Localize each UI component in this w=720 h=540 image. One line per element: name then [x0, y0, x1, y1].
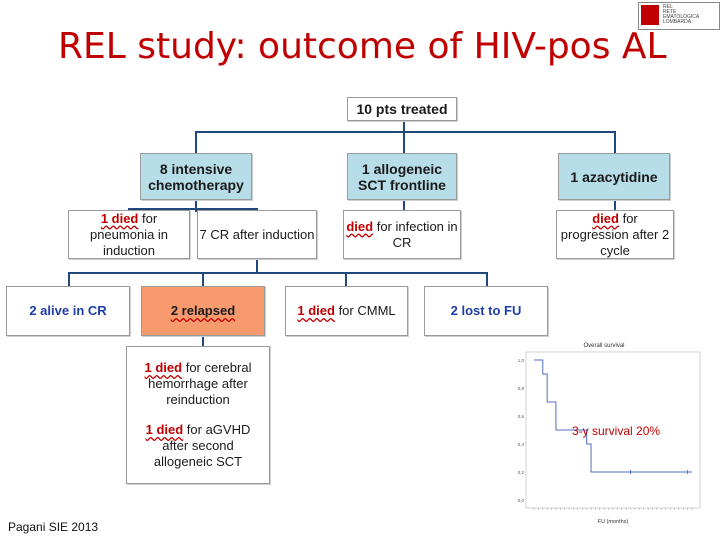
y-tick-label: 0,8 — [518, 386, 525, 391]
lost-fu-box: 2 lost to FU — [424, 286, 548, 336]
azacytidine-box: 1 azacytidine — [558, 153, 670, 200]
connector — [195, 131, 197, 153]
alive-cr-box: 2 alive in CR — [6, 286, 130, 336]
died-cmml-text: 1 died for CMML — [297, 303, 395, 319]
root-label: 10 pts treated — [356, 101, 448, 117]
died-progression-text: died for progression after 2 cycle — [557, 211, 673, 259]
y-tick-label: 0,0 — [518, 498, 525, 503]
plot-area — [525, 351, 701, 509]
died-hemorrhage-detail: for cerebral hemorrhage after reinductio… — [148, 360, 252, 407]
connector — [128, 208, 258, 210]
allogeneic-sct-box: 1 allogeneic SCT frontline — [347, 153, 457, 200]
died-highlight: died — [592, 210, 619, 226]
connector — [614, 200, 616, 212]
logo-line: RETE — [663, 9, 677, 15]
died-progression-box: died for progression after 2 cycle — [556, 210, 674, 259]
connector — [68, 272, 70, 286]
y-tick-label: 1,0 — [518, 358, 525, 363]
relapsed-box: 2 relapsed — [141, 286, 265, 336]
cr-after-induction-box: 7 CR after induction — [197, 210, 317, 259]
connector — [202, 272, 204, 286]
died-highlight: 1 died — [297, 303, 335, 318]
connector — [403, 131, 405, 153]
died-cmml-box: 1 died for CMML — [285, 286, 408, 336]
connector — [202, 336, 204, 346]
died-infection-box: died for infection in CR — [343, 210, 461, 259]
connector — [195, 131, 615, 133]
logo-line: REL — [663, 4, 673, 10]
died-cmml-detail: for CMML — [334, 303, 396, 318]
connector — [486, 272, 488, 286]
died-infection-detail: for infection in CR — [373, 218, 458, 250]
slide-title: REL study: outcome of HIV-pos AL — [58, 26, 667, 67]
relapsed-label: 2 relapsed — [170, 303, 236, 318]
logo-line: LOMBARDA — [663, 19, 692, 25]
connector — [195, 200, 197, 212]
died-progression-detail: for progression after 2 cycle — [560, 210, 670, 258]
y-tick-label: 0,4 — [518, 442, 525, 447]
allogeneic-sct-label: 1 allogeneic SCT frontline — [358, 160, 446, 193]
connector — [403, 200, 405, 212]
died-highlight: 1 died — [145, 422, 184, 437]
intensive-chemo-box: 8 intensive chemotherapy — [140, 153, 252, 200]
connector — [403, 120, 405, 132]
chart-title: Overall survival — [583, 343, 624, 349]
died-highlight: 1 died — [144, 360, 183, 375]
azacytidine-label: 1 azacytidine — [570, 168, 658, 185]
died-infection-text: died for infection in CR — [344, 219, 460, 251]
connector — [345, 272, 347, 286]
relapse-outcomes-box: 1 died for cerebral hemorrhage after rei… — [126, 346, 270, 484]
rel-logo-mark-icon — [641, 5, 659, 25]
died-highlight: 1 died — [100, 210, 139, 226]
died-agvhd-text: 1 died for aGVHD after second allogeneic… — [135, 422, 261, 470]
connector — [614, 131, 616, 153]
died-pneumonia-box: 1 died for pneumonia in induction — [68, 210, 190, 259]
lost-fu-label: 2 lost to FU — [450, 303, 522, 318]
chart-xlabel: FU (months) — [598, 519, 629, 525]
y-tick-label: 0,6 — [518, 414, 525, 419]
rel-logo-text: REL RETE EMATOLOGICA LOMBARDA — [663, 5, 717, 25]
alive-cr-label: 2 alive in CR — [29, 303, 107, 318]
overall-survival-chart: Overall survival 1,0 0,8 0,6 0,4 0,2 0,0 FU (… — [518, 343, 701, 525]
survival-curve — [534, 359, 692, 473]
connector — [256, 259, 258, 273]
intensive-chemo-label: 8 intensive chemotherapy — [148, 160, 244, 193]
survival-annotation: 3-y survival 20% — [572, 424, 661, 438]
logo-line: EMATOLOGICA — [663, 14, 700, 20]
died-highlight: died — [346, 218, 374, 234]
slide-footer: Pagani SIE 2013 — [8, 520, 99, 534]
died-pneumonia-text: 1 died for pneumonia in induction — [69, 211, 189, 259]
died-pneumonia-detail: for pneumonia in induction — [89, 210, 169, 258]
rel-logo: REL RETE EMATOLOGICA LOMBARDA — [638, 2, 720, 30]
died-agvhd-detail: for aGVHD after second allogeneic SCT — [153, 422, 251, 469]
y-tick-label: 0,2 — [518, 470, 525, 475]
root-box: 10 pts treated — [347, 97, 457, 121]
died-hemorrhage-text: 1 died for cerebral hemorrhage after rei… — [135, 360, 261, 408]
cr-after-induction-label: 7 CR after induction — [199, 226, 315, 242]
connector — [68, 272, 488, 274]
